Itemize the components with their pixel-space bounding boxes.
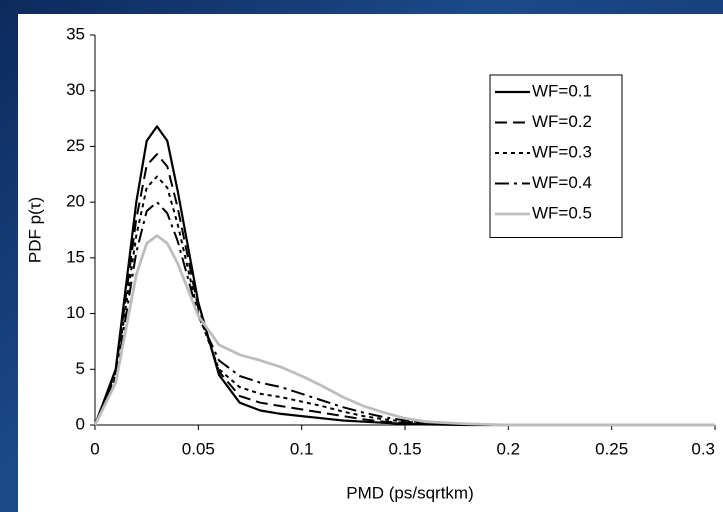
- y-tick-label: 0: [76, 414, 85, 433]
- legend-label: WF=0.3: [532, 142, 592, 161]
- legend-label: WF=0.5: [532, 203, 592, 222]
- x-tick-label: 0.2: [497, 439, 521, 458]
- x-tick-label: 0.15: [388, 439, 421, 458]
- x-tick-label: 0: [90, 439, 99, 458]
- x-tick-label: 0.3: [691, 439, 715, 458]
- y-tick-label: 25: [66, 136, 85, 155]
- x-axis-label: PMD (ps/sqrtkm): [346, 483, 474, 502]
- series-line: [93, 234, 715, 427]
- y-tick-label: 10: [66, 303, 85, 322]
- series-line: [94, 153, 715, 426]
- legend-box: [489, 74, 623, 238]
- legend-label: WF=0.2: [532, 112, 592, 131]
- x-tick-label: 0.25: [595, 439, 628, 458]
- y-tick-label: 20: [66, 192, 85, 211]
- y-tick-label: 5: [76, 359, 85, 378]
- x-tick-label: 0.1: [290, 439, 314, 458]
- y-tick-label: 15: [66, 247, 85, 266]
- x-tick-label: 0.05: [182, 439, 215, 458]
- y-axis-label: PDF p(τ): [25, 197, 44, 263]
- y-tick-label: 30: [66, 80, 85, 99]
- legend-label: WF=0.4: [532, 173, 592, 192]
- y-tick-label: 35: [66, 24, 85, 43]
- legend-label: WF=0.1: [532, 81, 592, 100]
